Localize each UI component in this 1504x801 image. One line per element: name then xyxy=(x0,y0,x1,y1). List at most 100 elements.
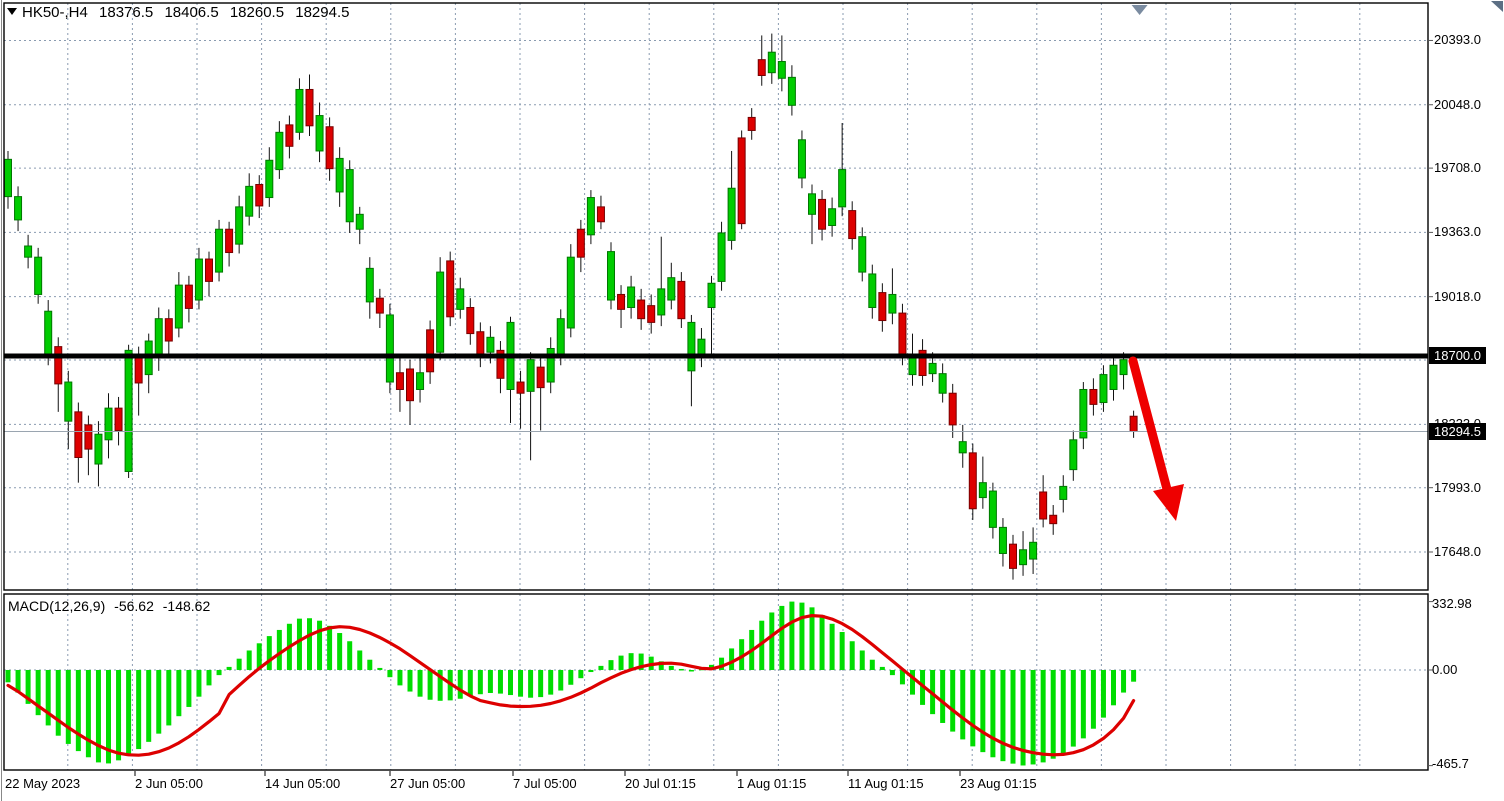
macd-panel-frame[interactable] xyxy=(3,593,1429,771)
bull-candle xyxy=(1029,541,1038,560)
macd-histogram-bar xyxy=(528,669,534,698)
macd-histogram-bar xyxy=(136,669,142,750)
macd-histogram-bar xyxy=(658,661,664,670)
macd-histogram-bar xyxy=(206,669,212,686)
bull-candle xyxy=(416,372,425,390)
macd-histogram-bar xyxy=(1060,669,1066,754)
macd-histogram-bar xyxy=(226,666,232,670)
macd-histogram-bar xyxy=(417,669,423,697)
bull-candle xyxy=(858,236,867,273)
macd-histogram-bar xyxy=(106,669,111,764)
bull-candle xyxy=(194,258,203,301)
macd-histogram-bar xyxy=(1030,669,1036,765)
macd-histogram-bar xyxy=(437,669,443,701)
macd-histogram-bar xyxy=(307,618,312,670)
bull-candle xyxy=(697,338,706,357)
trend-arrow-shaft[interactable] xyxy=(1128,356,1173,498)
macd-histogram-bar xyxy=(256,643,262,670)
macd-histogram-bar xyxy=(729,648,735,670)
bear-candle xyxy=(637,299,646,320)
bull-candle xyxy=(838,169,847,208)
bull-candle xyxy=(456,288,465,310)
time-axis-label: 11 Aug 01:15 xyxy=(848,776,924,791)
bull-candle xyxy=(627,286,636,308)
macd-histogram-bar xyxy=(246,650,252,670)
macd-histogram-bar xyxy=(55,669,61,736)
macd-histogram-bar xyxy=(116,669,122,761)
bull-candle xyxy=(215,228,224,273)
bull-candle xyxy=(526,359,535,392)
macd-histogram-bar xyxy=(377,667,383,670)
bear-candle xyxy=(375,297,384,314)
bull-candle xyxy=(707,282,716,308)
bear-candle xyxy=(1049,514,1058,525)
bull-candle xyxy=(1069,439,1078,471)
bull-candle xyxy=(717,232,726,282)
macd-histogram-bar xyxy=(668,665,674,670)
bull-candle xyxy=(938,373,947,394)
bear-candle xyxy=(818,198,827,230)
bull-candle xyxy=(958,441,967,454)
bear-candle xyxy=(426,329,435,373)
macd-histogram-bar xyxy=(35,669,41,716)
macd-histogram-bar xyxy=(769,612,775,670)
bull-candle xyxy=(978,482,987,499)
macd-histogram-bar xyxy=(719,657,725,670)
macd-histogram-bar xyxy=(397,669,403,686)
bear-candle xyxy=(1089,388,1098,405)
time-axis-label: 1 Aug 01:15 xyxy=(737,776,807,791)
bull-candle xyxy=(546,347,555,383)
bull-candle xyxy=(1059,485,1068,500)
bull-candle xyxy=(797,139,806,179)
bull-candle xyxy=(335,157,344,193)
macd-histogram-bar xyxy=(196,669,202,697)
trend-arrow-head[interactable] xyxy=(1153,484,1184,521)
macd-histogram-bar xyxy=(839,631,845,670)
macd-histogram-bar xyxy=(427,669,433,700)
macd-histogram-bar xyxy=(477,669,483,695)
bull-candle xyxy=(355,213,364,230)
bear-candle xyxy=(476,331,485,357)
bear-candle xyxy=(757,59,766,76)
macd-histogram-bar xyxy=(1090,669,1096,729)
macd-histogram-bar xyxy=(166,669,172,726)
macd-histogram-bar xyxy=(899,669,905,685)
bull-candle xyxy=(808,193,816,215)
price-axis-label: 19708.0 xyxy=(1434,160,1481,176)
bull-candle xyxy=(767,51,776,74)
macd-histogram-bar xyxy=(216,669,222,676)
time-axis-label: 23 Aug 01:15 xyxy=(960,776,1037,791)
macd-histogram-bar xyxy=(487,669,493,693)
bull-candle xyxy=(1099,374,1108,404)
macd-axis-label: -465.7 xyxy=(1432,756,1469,771)
price-axis-label: 17648.0 xyxy=(1434,543,1481,559)
price-axis-label: 17993.0 xyxy=(1434,479,1481,495)
bear-candle xyxy=(617,293,626,310)
symbol-dropdown-icon[interactable] xyxy=(7,8,17,15)
current-price-badge: 18294.5 xyxy=(1429,423,1486,440)
macd-histogram-bar xyxy=(95,669,101,763)
bull-candle xyxy=(315,115,324,152)
macd-histogram-bar xyxy=(869,659,875,670)
macd-histogram-bar xyxy=(879,666,885,670)
macd-histogram-bar xyxy=(508,669,513,696)
bull-candle xyxy=(828,208,837,227)
macd-histogram-bar xyxy=(317,620,323,670)
macd-histogram-bar xyxy=(578,669,584,679)
bull-candle xyxy=(44,310,53,356)
bull-candle xyxy=(275,131,284,171)
bear-candle xyxy=(1039,491,1048,520)
corner-resize-icon xyxy=(1491,1,1503,12)
bear-candle xyxy=(74,411,83,459)
bear-candle xyxy=(848,210,857,240)
macd-histogram-bar xyxy=(1010,669,1016,764)
macd-histogram-bar xyxy=(910,669,915,695)
macd-histogram-bar xyxy=(518,669,524,697)
macd-histogram-bar xyxy=(467,669,473,697)
bear-candle xyxy=(406,368,414,402)
macd-histogram-bar xyxy=(598,665,604,670)
bear-candle xyxy=(325,126,334,170)
bull-candle xyxy=(868,273,877,308)
